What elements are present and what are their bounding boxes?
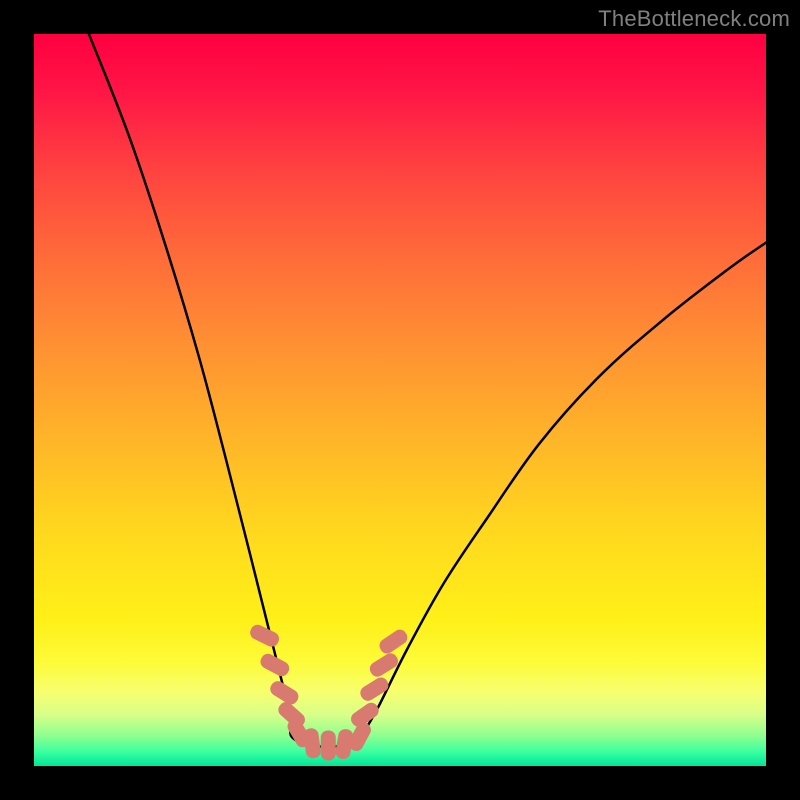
chart-container: TheBottleneck.com xyxy=(0,0,800,800)
valley-marker xyxy=(303,727,322,759)
watermark-text: TheBottleneck.com xyxy=(598,6,790,32)
curve-layer xyxy=(34,34,766,766)
valley-marker xyxy=(367,651,400,680)
valley-marker xyxy=(321,731,336,761)
valley-marker xyxy=(358,675,391,704)
valley-marker xyxy=(248,622,282,649)
plot-area xyxy=(34,34,766,766)
bathtub-curve xyxy=(89,34,766,747)
